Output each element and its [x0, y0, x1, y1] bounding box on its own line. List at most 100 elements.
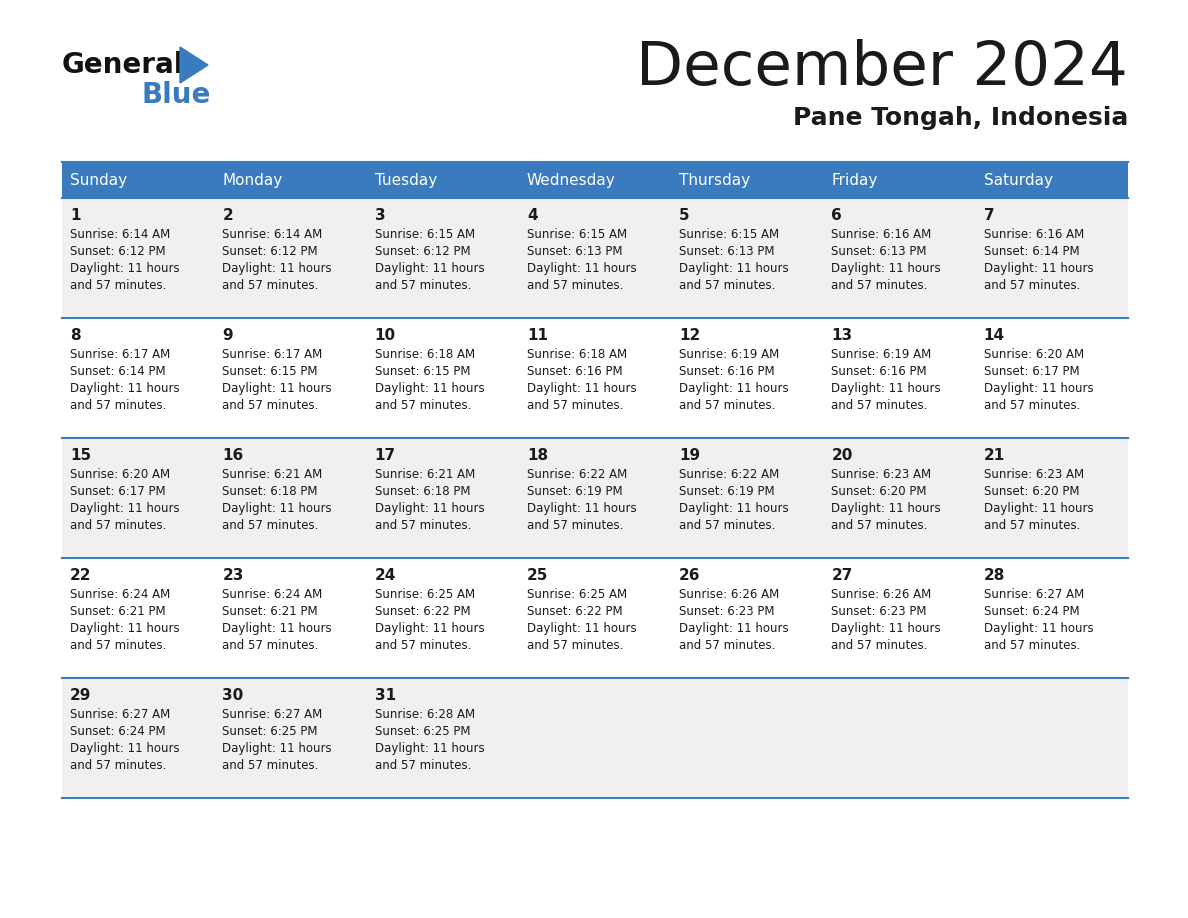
Text: Daylight: 11 hours: Daylight: 11 hours	[374, 622, 485, 635]
Text: Sunrise: 6:26 AM: Sunrise: 6:26 AM	[680, 588, 779, 601]
Text: 10: 10	[374, 328, 396, 343]
Text: and 57 minutes.: and 57 minutes.	[70, 639, 166, 652]
Text: 4: 4	[526, 208, 537, 223]
Text: Daylight: 11 hours: Daylight: 11 hours	[222, 502, 331, 515]
FancyBboxPatch shape	[519, 198, 671, 318]
FancyBboxPatch shape	[367, 162, 519, 198]
Text: and 57 minutes.: and 57 minutes.	[222, 279, 318, 292]
Text: General: General	[62, 51, 184, 79]
Text: 19: 19	[680, 448, 700, 463]
Text: and 57 minutes.: and 57 minutes.	[70, 759, 166, 772]
Text: 23: 23	[222, 568, 244, 583]
Text: Sunset: 6:21 PM: Sunset: 6:21 PM	[222, 605, 318, 618]
Text: Daylight: 11 hours: Daylight: 11 hours	[984, 502, 1093, 515]
FancyBboxPatch shape	[62, 438, 214, 558]
Text: 5: 5	[680, 208, 690, 223]
Text: and 57 minutes.: and 57 minutes.	[680, 399, 776, 412]
Text: Sunrise: 6:27 AM: Sunrise: 6:27 AM	[984, 588, 1083, 601]
Text: 25: 25	[526, 568, 548, 583]
Text: Sunrise: 6:24 AM: Sunrise: 6:24 AM	[222, 588, 322, 601]
Text: and 57 minutes.: and 57 minutes.	[832, 279, 928, 292]
Text: Sunrise: 6:21 AM: Sunrise: 6:21 AM	[374, 468, 475, 481]
Text: Friday: Friday	[832, 173, 878, 187]
Text: 14: 14	[984, 328, 1005, 343]
FancyBboxPatch shape	[823, 678, 975, 798]
FancyBboxPatch shape	[62, 198, 214, 318]
FancyBboxPatch shape	[214, 438, 367, 558]
Text: and 57 minutes.: and 57 minutes.	[374, 639, 470, 652]
Text: Sunrise: 6:23 AM: Sunrise: 6:23 AM	[832, 468, 931, 481]
FancyBboxPatch shape	[367, 318, 519, 438]
Text: Sunrise: 6:20 AM: Sunrise: 6:20 AM	[70, 468, 170, 481]
Text: 28: 28	[984, 568, 1005, 583]
Text: Sunset: 6:15 PM: Sunset: 6:15 PM	[222, 365, 317, 378]
Text: 6: 6	[832, 208, 842, 223]
FancyBboxPatch shape	[519, 678, 671, 798]
Text: and 57 minutes.: and 57 minutes.	[832, 399, 928, 412]
Text: Sunset: 6:18 PM: Sunset: 6:18 PM	[374, 485, 470, 498]
Text: Sunrise: 6:16 AM: Sunrise: 6:16 AM	[832, 228, 931, 241]
Text: December 2024: December 2024	[637, 39, 1127, 97]
Text: Sunset: 6:24 PM: Sunset: 6:24 PM	[70, 725, 165, 738]
FancyBboxPatch shape	[62, 678, 214, 798]
Text: and 57 minutes.: and 57 minutes.	[984, 279, 1080, 292]
Text: Daylight: 11 hours: Daylight: 11 hours	[222, 382, 331, 395]
FancyBboxPatch shape	[214, 558, 367, 678]
Text: Sunrise: 6:14 AM: Sunrise: 6:14 AM	[222, 228, 322, 241]
Text: Sunset: 6:16 PM: Sunset: 6:16 PM	[680, 365, 775, 378]
Text: Pane Tongah, Indonesia: Pane Tongah, Indonesia	[792, 106, 1127, 130]
Text: Wednesday: Wednesday	[526, 173, 615, 187]
FancyBboxPatch shape	[519, 558, 671, 678]
FancyBboxPatch shape	[975, 318, 1127, 438]
Text: Daylight: 11 hours: Daylight: 11 hours	[70, 382, 179, 395]
Text: Sunrise: 6:15 AM: Sunrise: 6:15 AM	[680, 228, 779, 241]
Text: Daylight: 11 hours: Daylight: 11 hours	[526, 502, 637, 515]
Text: Sunday: Sunday	[70, 173, 127, 187]
Text: 8: 8	[70, 328, 81, 343]
Text: and 57 minutes.: and 57 minutes.	[374, 399, 470, 412]
Text: Daylight: 11 hours: Daylight: 11 hours	[70, 622, 179, 635]
Text: Daylight: 11 hours: Daylight: 11 hours	[984, 262, 1093, 275]
Text: and 57 minutes.: and 57 minutes.	[984, 639, 1080, 652]
Text: Daylight: 11 hours: Daylight: 11 hours	[526, 622, 637, 635]
Text: 22: 22	[70, 568, 91, 583]
FancyBboxPatch shape	[62, 318, 214, 438]
Text: Sunset: 6:18 PM: Sunset: 6:18 PM	[222, 485, 317, 498]
Text: and 57 minutes.: and 57 minutes.	[832, 519, 928, 532]
Text: Sunset: 6:22 PM: Sunset: 6:22 PM	[374, 605, 470, 618]
Text: Sunrise: 6:15 AM: Sunrise: 6:15 AM	[526, 228, 627, 241]
Text: Daylight: 11 hours: Daylight: 11 hours	[374, 502, 485, 515]
Text: Daylight: 11 hours: Daylight: 11 hours	[222, 742, 331, 755]
Text: Sunset: 6:16 PM: Sunset: 6:16 PM	[526, 365, 623, 378]
FancyBboxPatch shape	[519, 438, 671, 558]
Text: 13: 13	[832, 328, 853, 343]
Text: Thursday: Thursday	[680, 173, 751, 187]
FancyBboxPatch shape	[975, 558, 1127, 678]
Text: 12: 12	[680, 328, 701, 343]
Text: Sunrise: 6:24 AM: Sunrise: 6:24 AM	[70, 588, 170, 601]
Text: Daylight: 11 hours: Daylight: 11 hours	[374, 382, 485, 395]
Text: and 57 minutes.: and 57 minutes.	[222, 759, 318, 772]
FancyBboxPatch shape	[823, 558, 975, 678]
Text: Sunset: 6:19 PM: Sunset: 6:19 PM	[680, 485, 775, 498]
FancyBboxPatch shape	[671, 558, 823, 678]
Text: Daylight: 11 hours: Daylight: 11 hours	[832, 502, 941, 515]
Text: and 57 minutes.: and 57 minutes.	[374, 279, 470, 292]
Text: Daylight: 11 hours: Daylight: 11 hours	[680, 502, 789, 515]
Text: 18: 18	[526, 448, 548, 463]
Text: Sunset: 6:15 PM: Sunset: 6:15 PM	[374, 365, 470, 378]
Text: Daylight: 11 hours: Daylight: 11 hours	[832, 622, 941, 635]
Text: Sunrise: 6:19 AM: Sunrise: 6:19 AM	[832, 348, 931, 361]
FancyBboxPatch shape	[214, 318, 367, 438]
Text: Daylight: 11 hours: Daylight: 11 hours	[222, 262, 331, 275]
FancyBboxPatch shape	[671, 162, 823, 198]
Text: Sunrise: 6:27 AM: Sunrise: 6:27 AM	[222, 708, 322, 721]
FancyBboxPatch shape	[367, 558, 519, 678]
Text: Daylight: 11 hours: Daylight: 11 hours	[526, 262, 637, 275]
Text: 15: 15	[70, 448, 91, 463]
Text: Daylight: 11 hours: Daylight: 11 hours	[984, 382, 1093, 395]
FancyBboxPatch shape	[671, 318, 823, 438]
Text: Sunset: 6:17 PM: Sunset: 6:17 PM	[70, 485, 165, 498]
Text: Sunset: 6:14 PM: Sunset: 6:14 PM	[70, 365, 165, 378]
Text: Monday: Monday	[222, 173, 283, 187]
